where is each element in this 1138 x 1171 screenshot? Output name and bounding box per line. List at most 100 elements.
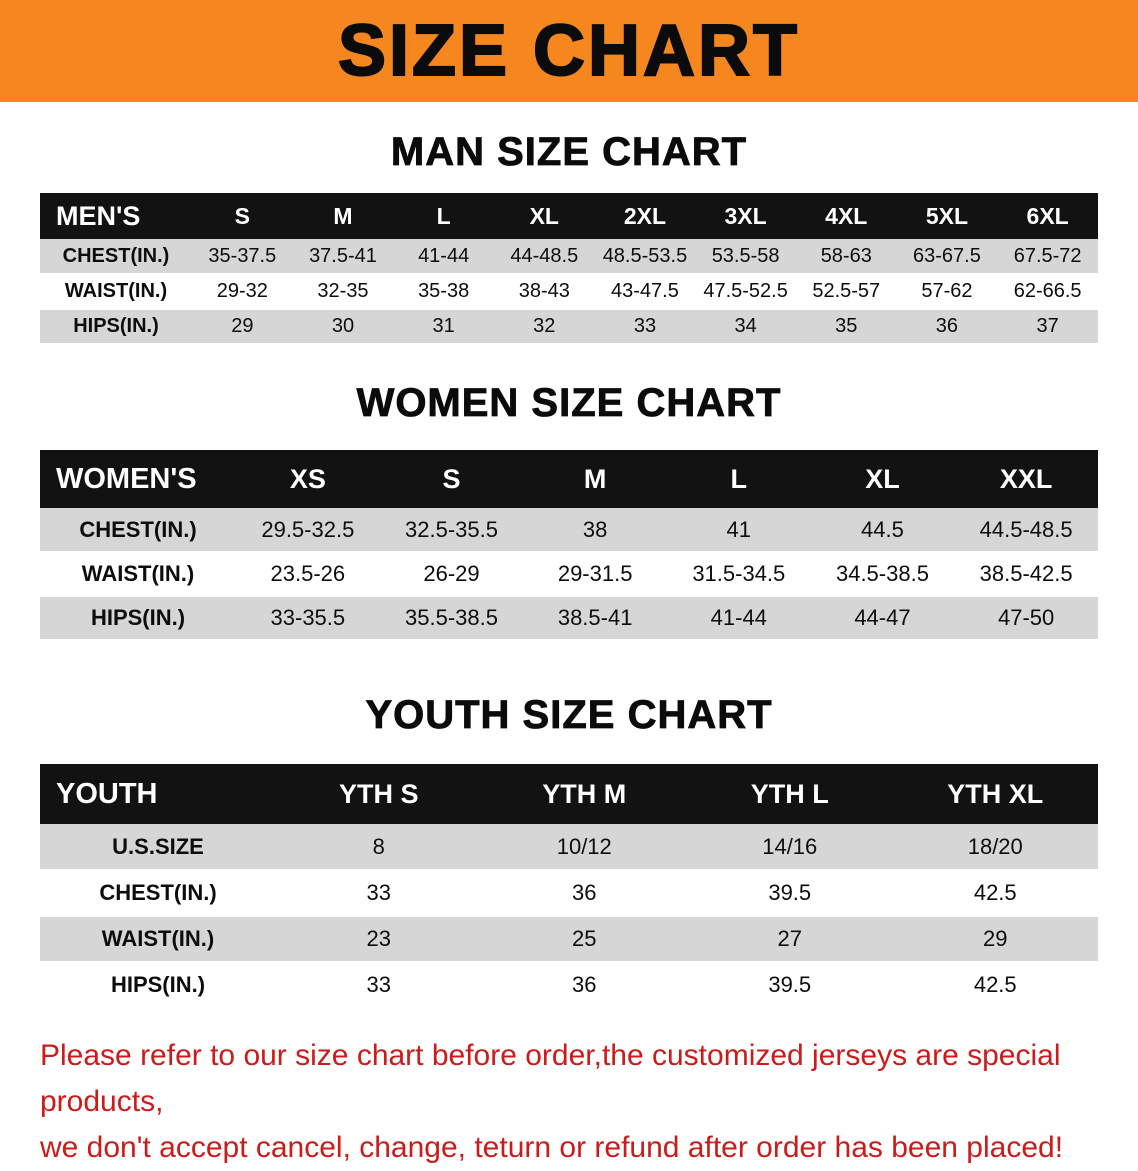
size-value-cell: 35-38 — [418, 280, 470, 302]
men-size-section: MAN SIZE CHART MEN'S S M L XL 2XL 3XL 4XL 5XL 6XL… — [0, 130, 1138, 345]
size-column-header: L — [666, 450, 811, 508]
men-size-table: MEN'S S M L XL 2XL 3XL 4XL 5XL 6XL CHEST(IN.) 35-37… — [40, 193, 1098, 345]
size-value-cell: 26-29 — [423, 561, 480, 586]
size-value-cell: 37.5-41 — [309, 244, 377, 267]
size-value-cell: 33 — [633, 315, 657, 337]
size-value-cell: 42.5 — [973, 880, 1017, 905]
size-value-cell: 35-37.5 — [208, 244, 277, 267]
size-value-cell: 52.5-57 — [812, 280, 881, 302]
measurement-row-label: HIPS(IN.) — [90, 605, 186, 630]
size-value-cell: 63-67.5 — [913, 244, 981, 267]
size-value-cell: 47-50 — [998, 605, 1055, 630]
disclaimer-line-1: Please refer to our size chart before or… — [40, 1039, 1061, 1118]
size-value-cell: 35.5-38.5 — [405, 605, 498, 630]
size-value-cell: 33-35.5 — [270, 605, 346, 630]
size-column-header: XL — [810, 450, 955, 508]
size-value-cell: 38-43 — [518, 280, 570, 302]
size-column-header: YTH L — [687, 764, 893, 824]
size-value-cell: 10/12 — [556, 833, 612, 859]
size-column-header: YTH XL — [892, 764, 1098, 824]
size-value-cell: 58-63 — [820, 244, 872, 267]
table-corner-label: YOUTH — [40, 764, 276, 824]
size-value-cell: 36 — [572, 972, 597, 997]
size-value-cell: 23.5-26 — [270, 561, 346, 586]
measurement-row-label: CHEST(IN.) — [99, 880, 217, 905]
size-column-header: XXL — [954, 450, 1098, 508]
measurement-row-label: HIPS(IN.) — [73, 315, 159, 337]
youth-chart-heading: YOUTH SIZE CHART — [365, 693, 773, 738]
size-value-cell: 38.5-42.5 — [979, 561, 1073, 586]
size-value-cell: 67.5-72 — [1013, 244, 1082, 267]
size-value-cell: 31 — [432, 315, 455, 337]
size-value-cell: 37 — [1036, 315, 1059, 337]
size-value-cell: 41-44 — [418, 244, 470, 267]
table-row: CHEST(IN.) 29.5-32.5 32.5-35.5 38 41 44.5 44.5… — [40, 508, 1098, 552]
table-header-row: YOUTH YTH S YTH M YTH L YTH XL — [40, 764, 1098, 824]
size-value-cell: 36 — [935, 315, 959, 337]
size-value-cell: 38.5-41 — [557, 605, 633, 630]
size-value-cell: 62-66.5 — [1013, 280, 1082, 302]
table-row: CHEST(IN.) 35-37.5 37.5-41 41-44 44-48.5 48.5… — [40, 239, 1098, 274]
size-value-cell: 44.5-48.5 — [979, 516, 1073, 542]
size-value-cell: 34.5-38.5 — [835, 561, 929, 586]
size-value-cell: 32 — [533, 315, 556, 337]
size-column-header: XS — [236, 450, 380, 508]
table-row: HIPS(IN.) 29 30 31 32 33 34 35 36 37 — [40, 309, 1098, 344]
table-row: CHEST(IN.) 33 36 39.5 42.5 — [40, 870, 1098, 916]
size-value-cell: 33 — [366, 972, 391, 997]
size-column-header: 5XL — [896, 193, 998, 239]
women-size-table: WOMEN'S XS S M L XL XXL CHEST(IN.) 29.5-32.5 32.5… — [40, 450, 1098, 641]
size-value-cell: 14/16 — [762, 833, 818, 859]
size-value-cell: 8 — [372, 833, 385, 859]
table-corner-label: MEN'S — [40, 193, 192, 239]
table-row: WAIST(IN.) 23 25 27 29 — [40, 916, 1098, 962]
size-value-cell: 42.5 — [973, 972, 1017, 997]
size-value-cell: 57-62 — [921, 280, 973, 302]
size-value-cell: 18/20 — [967, 833, 1023, 859]
size-value-cell: 43-47.5 — [611, 280, 679, 302]
size-value-cell: 47.5-52.5 — [703, 280, 788, 302]
size-column-header: XL — [493, 193, 595, 239]
table-header-row: MEN'S S M L XL 2XL 3XL 4XL 5XL 6XL — [40, 193, 1098, 239]
size-value-cell: 41-44 — [710, 605, 767, 630]
size-value-cell: 32.5-35.5 — [405, 516, 498, 542]
size-value-cell: 44-47 — [854, 605, 911, 630]
size-value-cell: 41 — [726, 516, 752, 542]
disclaimer: Please refer to our size chart before or… — [0, 1033, 1138, 1171]
measurement-row-label: U.S.SIZE — [112, 833, 204, 859]
size-column-header: 6XL — [997, 193, 1098, 239]
table-row: U.S.SIZE 8 10/12 14/16 18/20 — [40, 824, 1098, 870]
size-column-header: M — [292, 193, 394, 239]
size-value-cell: 30 — [331, 315, 355, 337]
size-value-cell: 32-35 — [317, 280, 369, 302]
measurement-row-label: CHEST(IN.) — [62, 244, 170, 267]
size-value-cell: 44.5 — [861, 516, 904, 542]
measurement-row-label: WAIST(IN.) — [64, 280, 168, 302]
size-value-cell: 38 — [582, 516, 608, 542]
size-value-cell: 35 — [835, 315, 858, 337]
size-chart-banner: SIZE CHART — [0, 0, 1138, 102]
size-column-header: 3XL — [695, 193, 796, 239]
table-row: HIPS(IN.) 33-35.5 35.5-38.5 38.5-41 41-44 44-… — [40, 596, 1098, 640]
table-header-row: WOMEN'S XS S M L XL XXL — [40, 450, 1098, 508]
size-column-header: M — [523, 450, 667, 508]
size-column-header: L — [393, 193, 494, 239]
size-value-cell: 29.5-32.5 — [261, 516, 355, 542]
women-size-section: WOMEN SIZE CHART WOMEN'S XS S M L XL XXL CHEST(… — [0, 381, 1138, 641]
measurement-row-label: WAIST(IN.) — [81, 561, 195, 586]
size-value-cell: 29-31.5 — [557, 561, 633, 586]
women-chart-heading: WOMEN SIZE CHART — [356, 381, 782, 426]
men-chart-heading: MAN SIZE CHART — [390, 130, 748, 175]
size-column-header: YTH M — [481, 764, 687, 824]
size-value-cell: 29-32 — [216, 280, 268, 302]
size-column-header: 4XL — [795, 193, 897, 239]
table-row: WAIST(IN.) 23.5-26 26-29 29-31.5 31.5-34.5 34… — [40, 552, 1098, 596]
size-value-cell: 27 — [777, 926, 802, 951]
size-value-cell: 31.5-34.5 — [692, 561, 786, 586]
table-corner-label: WOMEN'S — [40, 450, 236, 508]
page-title: SIZE CHART — [337, 10, 800, 92]
measurement-row-label: HIPS(IN.) — [110, 972, 206, 997]
measurement-row-label: WAIST(IN.) — [101, 926, 215, 951]
size-value-cell: 48.5-53.5 — [602, 244, 688, 267]
size-value-cell: 39.5 — [768, 880, 812, 905]
